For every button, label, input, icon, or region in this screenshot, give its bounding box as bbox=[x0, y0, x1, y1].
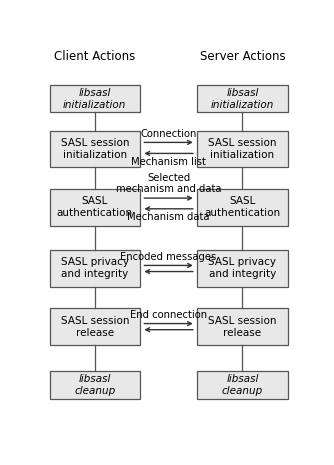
Text: libsasl
cleanup: libsasl cleanup bbox=[222, 374, 263, 396]
Text: SASL session
release: SASL session release bbox=[60, 316, 129, 338]
Text: SASL session
initialization: SASL session initialization bbox=[60, 138, 129, 160]
Text: Mechanism data: Mechanism data bbox=[127, 213, 210, 222]
Text: Connection: Connection bbox=[140, 129, 197, 139]
Text: libsasl
cleanup: libsasl cleanup bbox=[74, 374, 116, 396]
Bar bbox=[197, 250, 288, 287]
Text: Server Actions: Server Actions bbox=[199, 50, 285, 63]
Text: SASL privacy
and integrity: SASL privacy and integrity bbox=[208, 258, 276, 279]
Bar bbox=[49, 131, 140, 167]
Text: Encoded messages: Encoded messages bbox=[121, 252, 217, 262]
Bar bbox=[197, 131, 288, 167]
Text: Client Actions: Client Actions bbox=[54, 50, 136, 63]
Bar bbox=[197, 308, 288, 345]
Text: SASL
authentication: SASL authentication bbox=[204, 196, 281, 218]
Text: SASL session
release: SASL session release bbox=[208, 316, 277, 338]
Text: Selected
mechanism and data: Selected mechanism and data bbox=[116, 173, 221, 194]
Text: SASL
authentication: SASL authentication bbox=[57, 196, 133, 218]
Bar bbox=[197, 371, 288, 399]
Text: SASL privacy
and integrity: SASL privacy and integrity bbox=[61, 258, 129, 279]
Text: Mechanism list: Mechanism list bbox=[131, 157, 206, 167]
Bar bbox=[49, 371, 140, 399]
Bar bbox=[197, 85, 288, 113]
Text: End connection: End connection bbox=[130, 310, 207, 320]
Bar bbox=[49, 250, 140, 287]
Bar bbox=[49, 308, 140, 345]
Text: libsasl
initialization: libsasl initialization bbox=[63, 87, 127, 110]
Bar bbox=[197, 189, 288, 226]
Bar bbox=[49, 85, 140, 113]
Bar bbox=[49, 189, 140, 226]
Text: libsasl
initialization: libsasl initialization bbox=[211, 87, 274, 110]
Text: SASL session
initialization: SASL session initialization bbox=[208, 138, 277, 160]
